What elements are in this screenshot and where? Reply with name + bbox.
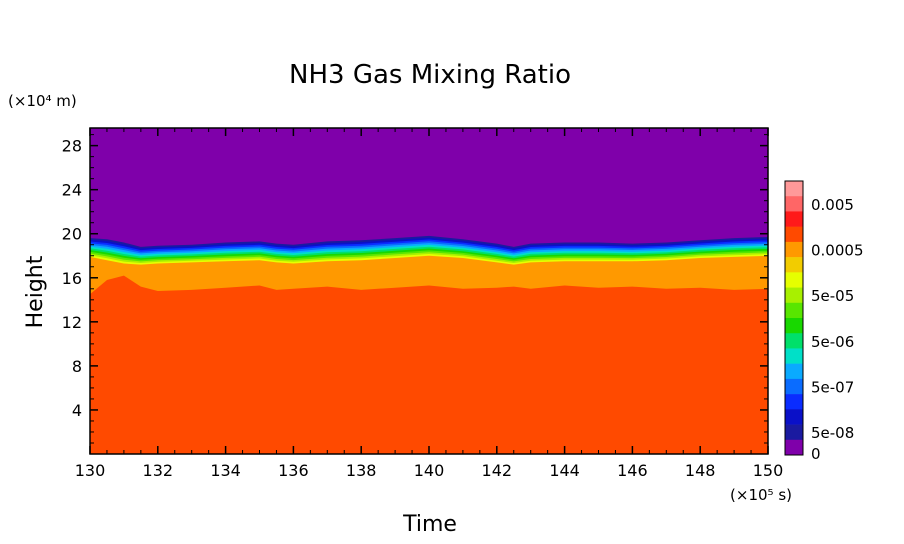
- y-tick-label: 16: [62, 269, 82, 288]
- y-tick-label: 28: [62, 137, 82, 156]
- plot-area: [90, 128, 768, 454]
- colorbar-swatch: [785, 424, 803, 441]
- y-tick-label: 12: [62, 313, 82, 332]
- colorbar-label: 0.005: [811, 196, 854, 214]
- colorbar-swatch: [785, 272, 803, 288]
- x-tick-label: 130: [75, 461, 106, 480]
- colorbar-swatch: [785, 378, 803, 395]
- y-axis-label: Height: [23, 255, 48, 328]
- colorbar-label: 5e-05: [811, 287, 854, 305]
- colorbar-swatch: [785, 333, 803, 349]
- colorbar-label: 5e-08: [811, 424, 854, 442]
- x-tick-label: 132: [143, 461, 174, 480]
- x-tick-label: 144: [549, 461, 580, 480]
- colorbar-swatch: [785, 302, 803, 319]
- colorbar-swatch: [785, 439, 803, 456]
- x-unit-label: (×10⁵ s): [730, 486, 792, 504]
- colorbar-swatch: [785, 363, 803, 380]
- colorbar-swatch: [785, 211, 803, 227]
- x-axis: 130 132 134 136 138 140 142 144 146 148 150: [75, 128, 784, 480]
- colorbar-swatch: [785, 348, 803, 364]
- x-tick-label: 142: [482, 461, 513, 480]
- colorbar-label: 0.0005: [811, 242, 864, 260]
- y-tick-label: 8: [72, 357, 82, 376]
- colorbar: 0.005 0.0005 5e-05 5e-06 5e-07 5e-08 0: [784, 180, 864, 463]
- x-tick-label: 140: [414, 461, 445, 480]
- x-tick-label: 134: [210, 461, 241, 480]
- chart-title: NH3 Gas Mixing Ratio: [289, 60, 571, 90]
- region-0.0005: [90, 275, 768, 454]
- plot-frame: [89, 127, 769, 455]
- y-tick-label: 20: [62, 225, 82, 244]
- colorbar-label: 0: [811, 445, 821, 463]
- colorbar-swatch: [785, 226, 803, 243]
- colorbar-swatch: [785, 287, 803, 304]
- x-axis-label: Time: [402, 512, 457, 537]
- x-tick-label: 150: [753, 461, 784, 480]
- colorbar-label: 5e-07: [811, 379, 854, 397]
- colorbar-swatch: [785, 409, 803, 425]
- colorbar-swatch: [785, 394, 803, 410]
- colorbar-swatch: [785, 196, 803, 212]
- colorbar-swatch: [785, 318, 803, 334]
- colorbar-swatch: [785, 181, 803, 197]
- colorbar-swatch: [785, 257, 803, 273]
- y-tick-label: 4: [72, 401, 82, 420]
- colorbar-frame: [784, 180, 804, 456]
- x-tick-label: 148: [685, 461, 716, 480]
- y-unit-label: (×10⁴ m): [8, 92, 77, 110]
- y-tick-label: 24: [62, 181, 82, 200]
- x-tick-label: 136: [278, 461, 309, 480]
- x-tick-label: 138: [346, 461, 377, 480]
- x-tick-label: 146: [617, 461, 648, 480]
- colorbar-swatch: [785, 241, 803, 258]
- colorbar-label: 5e-06: [811, 333, 854, 351]
